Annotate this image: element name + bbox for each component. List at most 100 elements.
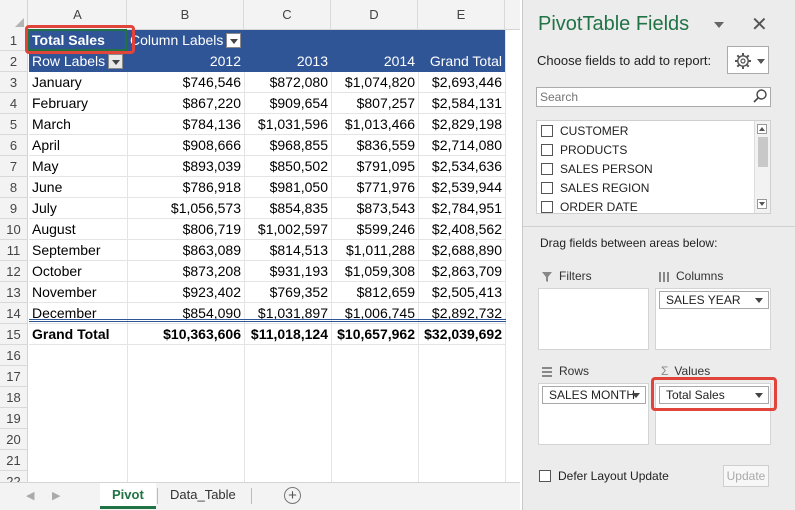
month-label-cell[interactable]: May [29, 156, 127, 177]
field-item-customer[interactable]: CUSTOMER [541, 122, 628, 141]
row-number[interactable]: 20 [0, 429, 28, 450]
rows-field-pill[interactable]: SALES MONTH [542, 386, 646, 404]
value-cell-2012[interactable]: $908,666 [127, 135, 244, 156]
value-cell-grand-total[interactable]: $2,693,446 [418, 72, 505, 93]
row-number[interactable]: 8 [0, 177, 28, 198]
value-cell-2012[interactable]: $786,918 [127, 177, 244, 198]
row-number[interactable]: 9 [0, 198, 28, 219]
value-cell-grand-total[interactable]: $2,505,413 [418, 282, 505, 303]
year-header-2012[interactable]: 2012 [127, 51, 244, 72]
scroll-tabs-right-icon[interactable]: ▶ [52, 490, 61, 502]
grand-total-2012[interactable]: $10,363,606 [127, 324, 244, 345]
value-cell-2012[interactable]: $873,208 [127, 261, 244, 282]
scroll-thumb[interactable] [758, 137, 768, 167]
sheet-tab-data-table[interactable]: Data_Table [170, 487, 236, 502]
row-number[interactable]: 10 [0, 219, 28, 240]
value-cell-grand-total[interactable]: $2,829,198 [418, 114, 505, 135]
row-number[interactable]: 14 [0, 303, 28, 324]
field-list-scrollbar[interactable] [754, 121, 770, 213]
close-icon[interactable]: ✕ [751, 14, 768, 36]
value-cell-grand-total[interactable]: $2,584,131 [418, 93, 505, 114]
grand-total-2014[interactable]: $10,657,962 [331, 324, 418, 345]
defer-layout-checkbox[interactable] [539, 469, 551, 482]
row-number[interactable]: 5 [0, 114, 28, 135]
row-number[interactable]: 6 [0, 135, 28, 156]
row-number[interactable]: 15 [0, 324, 28, 345]
value-cell-2013[interactable]: $814,513 [244, 240, 331, 261]
row-number[interactable]: 11 [0, 240, 28, 261]
month-label-cell[interactable]: February [29, 93, 127, 114]
month-label-cell[interactable]: January [29, 72, 127, 93]
column-header-b[interactable]: B [127, 0, 244, 30]
grand-total-label[interactable]: Grand Total [29, 324, 127, 345]
value-cell-2013[interactable]: $854,835 [244, 198, 331, 219]
scroll-tabs-left-icon[interactable]: ◀ [26, 490, 35, 502]
values-field-pill[interactable]: Total Sales [659, 386, 769, 404]
value-cell-grand-total[interactable]: $2,539,944 [418, 177, 505, 198]
value-cell-grand-total[interactable]: $2,534,636 [418, 156, 505, 177]
value-cell-grand-total[interactable]: $2,688,890 [418, 240, 505, 261]
column-header-c[interactable]: C [244, 0, 331, 30]
value-cell-2012[interactable]: $784,136 [127, 114, 244, 135]
value-cell-2013[interactable]: $769,352 [244, 282, 331, 303]
row-number[interactable]: 16 [0, 345, 28, 366]
value-cell-2012[interactable]: $923,402 [127, 282, 244, 303]
value-cell-2014[interactable]: $791,095 [331, 156, 418, 177]
value-cell-grand-total[interactable]: $2,714,080 [418, 135, 505, 156]
value-cell-2014[interactable]: $1,074,820 [331, 72, 418, 93]
month-label-cell[interactable]: December [29, 303, 127, 324]
month-label-cell[interactable]: August [29, 219, 127, 240]
update-button[interactable]: Update [723, 465, 769, 487]
value-cell-2012[interactable]: $1,056,573 [127, 198, 244, 219]
field-item-products[interactable]: PRODUCTS [541, 141, 627, 160]
value-cell-2012[interactable]: $893,039 [127, 156, 244, 177]
value-cell-2014[interactable]: $812,659 [331, 282, 418, 303]
search-icon[interactable] [752, 88, 768, 104]
year-header-2014[interactable]: 2014 [331, 51, 418, 72]
value-cell-2014[interactable]: $1,059,308 [331, 261, 418, 282]
value-cell-2014[interactable]: $1,011,288 [331, 240, 418, 261]
field-list[interactable]: CUSTOMER PRODUCTS SALES PERSON SALES REG… [536, 120, 771, 214]
row-number[interactable]: 2 [0, 51, 28, 72]
select-all-corner[interactable] [0, 0, 28, 30]
column-header-e[interactable]: E [418, 0, 505, 30]
value-cell-2014[interactable]: $836,559 [331, 135, 418, 156]
column-labels-filter-dropdown-icon[interactable] [226, 32, 242, 48]
value-cell-2013[interactable]: $1,031,596 [244, 114, 331, 135]
sheet-tab-pivot[interactable]: Pivot [100, 483, 156, 509]
pane-options-chevron-down-icon[interactable] [714, 22, 724, 28]
value-cell-grand-total[interactable]: $2,863,709 [418, 261, 505, 282]
row-labels-filter-dropdown-icon[interactable] [108, 53, 124, 69]
rows-drop-area[interactable]: SALES MONTH [538, 383, 649, 445]
chevron-down-icon[interactable] [632, 393, 640, 398]
row-number[interactable]: 4 [0, 93, 28, 114]
field-checkbox[interactable] [541, 162, 553, 175]
row-number[interactable]: 19 [0, 408, 28, 429]
row-number[interactable]: 22 [0, 471, 28, 482]
row-number[interactable]: 12 [0, 261, 28, 282]
worksheet-grid[interactable]: A B C D E 1 Total Sales Column Labels 2 … [0, 0, 520, 482]
grand-total-2013[interactable]: $11,018,124 [244, 324, 331, 345]
grand-total-overall[interactable]: $32,039,692 [418, 324, 505, 345]
row-number[interactable]: 18 [0, 387, 28, 408]
month-label-cell[interactable]: October [29, 261, 127, 282]
field-checkbox[interactable] [541, 124, 553, 137]
pivot-row-labels-cell[interactable]: Row Labels [29, 51, 127, 72]
filters-drop-area[interactable] [538, 288, 649, 350]
defer-layout-update[interactable]: Defer Layout Update [539, 469, 669, 483]
row-number[interactable]: 1 [0, 30, 28, 51]
add-sheet-icon[interactable]: + [284, 487, 301, 504]
row-number[interactable]: 3 [0, 72, 28, 93]
row-number[interactable]: 13 [0, 282, 28, 303]
field-item-sales-person[interactable]: SALES PERSON [541, 160, 653, 179]
month-label-cell[interactable]: July [29, 198, 127, 219]
month-label-cell[interactable]: April [29, 135, 127, 156]
value-cell-2012[interactable]: $867,220 [127, 93, 244, 114]
field-checkbox[interactable] [541, 143, 553, 156]
value-cell-grand-total[interactable]: $2,784,951 [418, 198, 505, 219]
value-cell-2013[interactable]: $909,654 [244, 93, 331, 114]
value-cell-2013[interactable]: $931,193 [244, 261, 331, 282]
scroll-up-icon[interactable] [757, 124, 767, 134]
value-cell-2014[interactable]: $771,976 [331, 177, 418, 198]
grand-total-header[interactable]: Grand Total [418, 51, 505, 72]
